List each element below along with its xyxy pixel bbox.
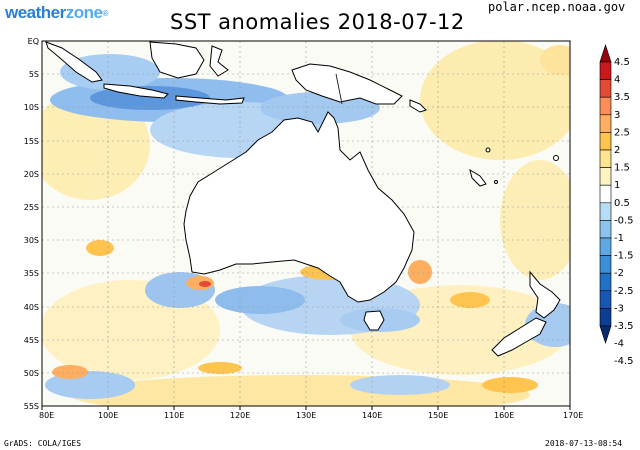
colorbar-label: -4.5 <box>614 356 634 367</box>
lon-label-160e: 160E <box>494 411 514 420</box>
lon-label-140e: 140E <box>362 411 382 420</box>
colorbar-swatch <box>599 167 612 186</box>
sumatra-landmass <box>45 41 103 83</box>
borneo-landmass <box>149 41 205 79</box>
colorbar-swatch <box>599 308 612 327</box>
colorbar-swatch <box>599 184 612 204</box>
java-landmass <box>103 83 169 99</box>
lat-label-15s: 15S <box>24 137 39 146</box>
colorbar: 4.5 4 3.5 3 2.5 2 1.5 1 0.5 -0.5 -1 -1.5 -2 -2.5 -3 -3.… <box>599 44 634 367</box>
lat-label-35s: 35S <box>24 269 39 278</box>
colorbar-label: 2 <box>614 145 620 156</box>
colorbar-bottom-arrow <box>599 325 612 344</box>
lat-label-45s: 45S <box>24 336 39 345</box>
lat-label-30s: 30S <box>24 236 39 245</box>
australia-landmass <box>183 111 415 303</box>
lat-label-50s: 50S <box>24 369 39 378</box>
lon-label-150e: 150E <box>428 411 448 420</box>
source-label: polar.ncep.noaa.gov <box>488 0 626 14</box>
colorbar-swatch <box>599 272 612 292</box>
colorbar-label: -0.5 <box>614 215 634 226</box>
colorbar-label: 4 <box>614 75 620 86</box>
colorbar-swatch <box>599 96 612 116</box>
lon-label-130e: 130E <box>296 411 316 420</box>
new-guinea-landmass <box>291 63 403 105</box>
lon-label-100e: 100E <box>98 411 118 420</box>
nz-north-island-landmass <box>529 270 561 319</box>
colorbar-swatch <box>599 79 612 98</box>
lat-label-25s: 25S <box>24 203 39 212</box>
footer-timestamp: 2018-07-13-08:54 <box>545 439 623 448</box>
lon-label-180: 170E <box>563 411 583 420</box>
colorbar-label: 1.5 <box>614 163 630 174</box>
landmasses <box>45 41 561 357</box>
colorbar-swatch <box>599 290 612 309</box>
footer-credit: GrADS: COLA/IGES <box>4 439 82 448</box>
colorbar-swatch <box>599 202 612 221</box>
colorbar-label: 4.5 <box>614 57 630 68</box>
lat-label-10s: 10S <box>24 103 39 112</box>
lon-label-120e: 120E <box>230 411 250 420</box>
colorbar-label: 3.5 <box>614 92 630 103</box>
axis-ticks <box>41 406 571 410</box>
anomaly-field <box>42 41 570 406</box>
colorbar-label: -3.5 <box>614 321 634 332</box>
colorbar-swatch <box>599 149 612 168</box>
colorbar-label: 0.5 <box>614 198 630 209</box>
colorbar-label: -2.5 <box>614 286 634 297</box>
sulawesi-landmass <box>209 45 229 77</box>
lat-label-eq: EQ <box>28 37 39 46</box>
colorbar-label: -1 <box>614 233 624 244</box>
colorbar-swatch <box>599 132 612 151</box>
colorbar-label: 3 <box>614 110 620 121</box>
solomon-islands-landmass <box>409 99 427 113</box>
colorbar-swatch <box>599 61 612 80</box>
colorbar-swatch <box>599 114 612 133</box>
colorbar-swatch <box>599 220 612 239</box>
timor-landmass <box>175 95 245 105</box>
new-caledonia-landmass <box>469 168 487 187</box>
map-title: SST anomalies 2018-07-12 <box>170 10 465 34</box>
colorbar-label: -3 <box>614 303 624 314</box>
lon-label-110e: 110E <box>164 411 184 420</box>
colorbar-swatch <box>599 255 612 274</box>
weatherzone-logo: weather zone ® <box>5 3 108 22</box>
colorbar-top-arrow <box>599 44 612 63</box>
lon-label-80e: 80E <box>39 411 54 420</box>
colorbar-swatch <box>599 237 612 256</box>
colorbar-label: -2 <box>614 268 624 279</box>
tasmania-landmass <box>363 310 385 331</box>
colorbar-label: 1 <box>614 180 620 191</box>
latitude-labels: EQ 5S 10S 15S 20S 25S 30S 35S 40S 45S 50… <box>24 37 39 411</box>
lat-label-55s: 55S <box>24 402 39 411</box>
lat-label-5s: 5S <box>29 70 39 79</box>
lat-label-40s: 40S <box>24 303 39 312</box>
colorbar-label: 2.5 <box>614 127 630 138</box>
lat-label-20s: 20S <box>24 170 39 179</box>
colorbar-label: -4 <box>614 339 624 350</box>
nz-south-island-landmass <box>491 317 547 357</box>
colorbar-label: -1.5 <box>614 251 634 262</box>
longitude-labels: 80E 100E 110E 120E 130E 140E 150E 160E 1… <box>39 411 583 420</box>
